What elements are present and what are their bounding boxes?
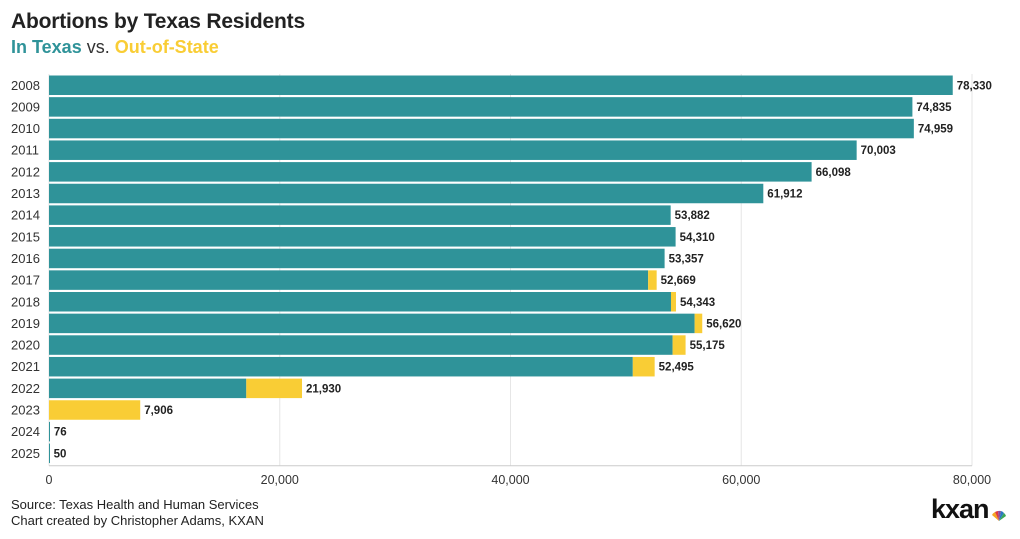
source-note: Source: Texas Health and Human Services — [11, 497, 259, 512]
bar-out-of-state — [694, 313, 703, 334]
bar-in-texas — [49, 292, 671, 312]
bar-in-texas — [49, 227, 676, 247]
y-tick-label: 2011 — [11, 143, 39, 158]
bar-in-texas — [49, 97, 913, 117]
bar-in-texas — [49, 75, 953, 95]
legend-vs: vs. — [81, 37, 115, 57]
bar-total-label: 52,669 — [661, 275, 696, 287]
bar-total-label: 76 — [54, 427, 67, 439]
bar-in-texas — [49, 183, 764, 204]
bar-total-label: 52,495 — [659, 362, 695, 374]
bar-total-label: 54,310 — [680, 232, 715, 244]
bar-total-label: 61,912 — [767, 189, 802, 201]
y-tick-label: 2008 — [11, 78, 40, 93]
bar-out-of-state — [670, 292, 676, 312]
kxan-logo: kxan — [931, 494, 1011, 530]
bar-in-texas — [49, 162, 812, 182]
legend-in-texas: In Texas — [11, 37, 82, 57]
y-tick-label: 2020 — [11, 338, 40, 353]
y-tick-label: 2009 — [11, 99, 40, 114]
bar-total-label: 55,175 — [690, 340, 726, 352]
bar-total-label: 54,343 — [680, 297, 715, 309]
x-tick-label: 40,000 — [491, 473, 529, 487]
chart-footer: Source: Texas Health and Human Services … — [11, 497, 264, 529]
chart-subtitle: In Texas vs. Out-of-State — [11, 37, 219, 58]
bar-total-label: 50 — [54, 448, 67, 460]
bar-total-label: 74,959 — [918, 124, 953, 136]
y-tick-label: 2013 — [11, 186, 40, 201]
bar-in-texas — [49, 313, 695, 334]
bar-out-of-state — [632, 356, 655, 377]
peacock-icon — [992, 510, 1006, 521]
x-tick-label: 80,000 — [953, 473, 991, 487]
bar-total-label: 78,330 — [957, 80, 992, 92]
bar-total-label: 7,906 — [144, 405, 173, 417]
y-tick-label: 2015 — [11, 229, 40, 244]
bar-total-label: 56,620 — [706, 318, 741, 330]
logo-text: kxan — [931, 494, 990, 524]
bar-in-texas — [49, 248, 665, 269]
bar-out-of-state — [648, 270, 657, 290]
chart-title: Abortions by Texas Residents — [11, 10, 305, 33]
y-tick-label: 2024 — [11, 424, 40, 439]
bar-out-of-state — [246, 378, 303, 399]
bar-out-of-state — [672, 335, 686, 355]
bar-total-label: 74,835 — [916, 102, 952, 114]
bar-total-label: 70,003 — [861, 145, 896, 157]
bar-total-label: 66,098 — [816, 167, 852, 179]
credit-note: Chart created by Christopher Adams, KXAN — [11, 513, 264, 528]
bar-in-texas — [49, 335, 673, 355]
y-tick-label: 2012 — [11, 164, 40, 179]
y-tick-label: 2018 — [11, 294, 40, 309]
bar-in-texas — [49, 118, 914, 139]
y-tick-label: 2017 — [11, 273, 40, 288]
y-tick-label: 2021 — [11, 359, 40, 374]
y-tick-label: 2014 — [11, 208, 40, 223]
x-tick-label: 0 — [46, 473, 53, 487]
x-tick-label: 60,000 — [722, 473, 760, 487]
y-tick-label: 2023 — [11, 403, 40, 418]
bar-total-label: 53,882 — [675, 210, 710, 222]
bar-in-texas — [49, 443, 50, 464]
bar-in-texas — [49, 356, 633, 377]
bar-total-label: 53,357 — [669, 253, 704, 265]
legend-out-of-state: Out-of-State — [114, 37, 219, 57]
bar-total-label: 21,930 — [306, 383, 341, 395]
y-tick-label: 2016 — [11, 251, 40, 266]
bar-in-texas — [49, 378, 247, 399]
y-tick-label: 2010 — [11, 121, 40, 136]
bar-in-texas — [49, 421, 50, 442]
y-tick-label: 2025 — [11, 446, 40, 461]
bar-in-texas — [49, 270, 649, 290]
bar-in-texas — [49, 140, 857, 160]
y-tick-label: 2022 — [11, 381, 40, 396]
x-tick-label: 20,000 — [261, 473, 299, 487]
bar-in-texas — [49, 205, 671, 225]
y-tick-label: 2019 — [11, 316, 40, 331]
bar-out-of-state — [49, 400, 141, 420]
